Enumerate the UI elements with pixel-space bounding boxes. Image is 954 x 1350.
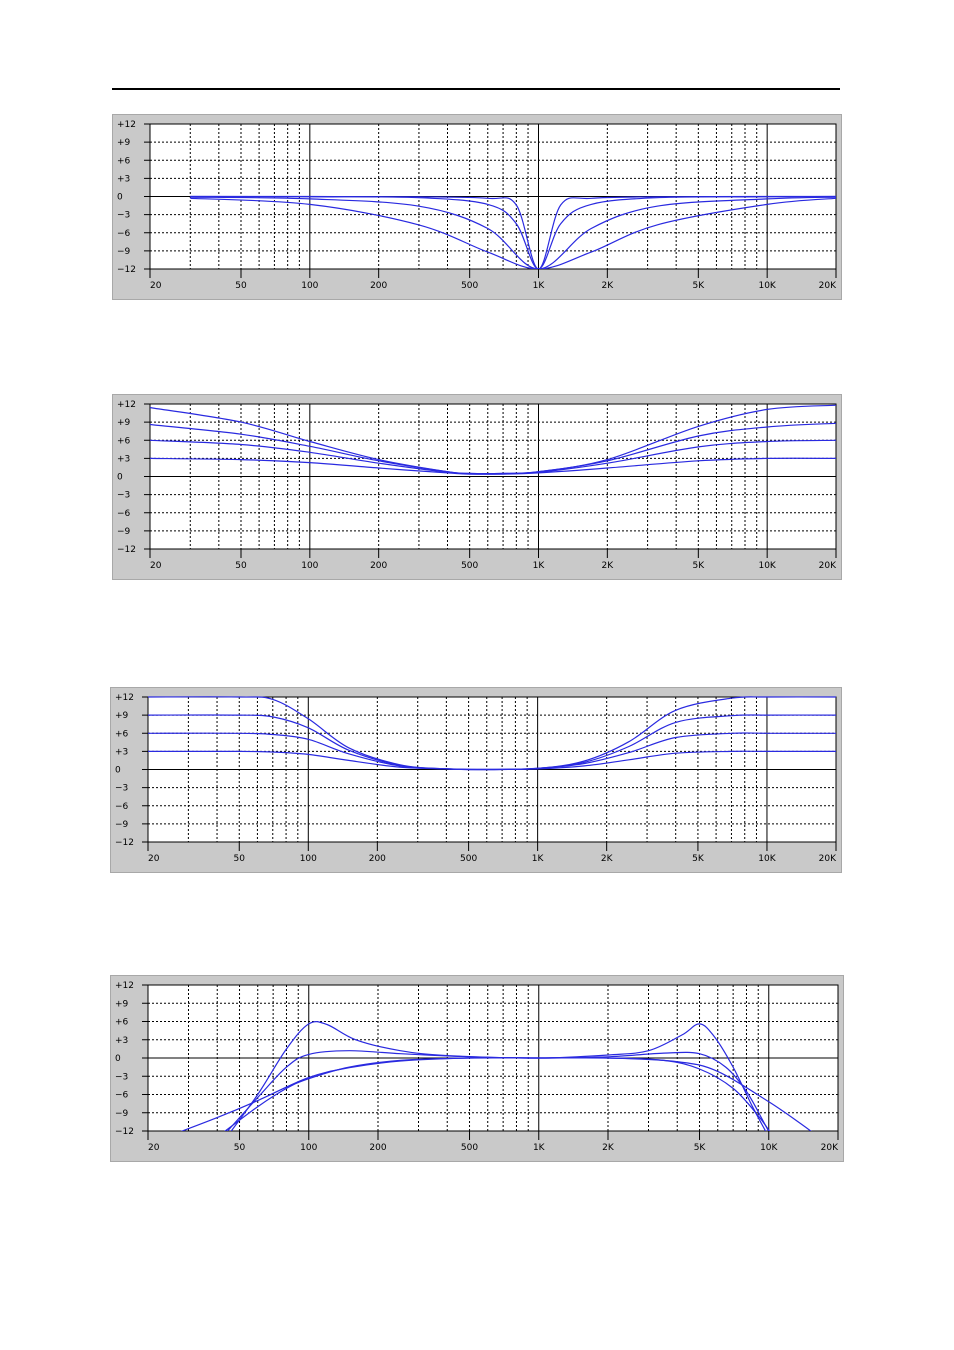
y-tick-label: +9 xyxy=(115,711,129,721)
x-tick-label: 2K xyxy=(602,561,615,571)
x-tick-label: 500 xyxy=(461,561,478,571)
y-tick-label: +9 xyxy=(117,418,131,428)
x-tick-label: 10K xyxy=(760,1143,778,1153)
response-curve-3 xyxy=(150,439,836,475)
x-tick-label: 20K xyxy=(819,854,837,864)
y-tick-label: +3 xyxy=(115,747,128,757)
x-tick-label: 5K xyxy=(694,1143,707,1153)
x-tick-label: 10K xyxy=(758,281,776,291)
y-tick-label: −12 xyxy=(117,265,136,275)
header-rule xyxy=(112,88,840,90)
x-tick-label: 100 xyxy=(301,281,318,291)
y-tick-label: +12 xyxy=(117,120,136,130)
y-tick-label: −3 xyxy=(115,784,128,794)
y-tick-label: +12 xyxy=(115,981,134,991)
chart-svg: +12 +9 +6 +3 0 −3 −6 −9 −12 20 50 100 200 500 1K 2K 5K 10… xyxy=(117,400,837,571)
x-tick-label: 20K xyxy=(819,561,837,571)
x-tick-label: 100 xyxy=(300,854,317,864)
x-tick-label: 2K xyxy=(602,281,615,291)
y-tick-label: −6 xyxy=(117,229,131,239)
x-tick-label: 2K xyxy=(601,854,614,864)
y-tick-label: 0 xyxy=(117,473,123,483)
chart-svg: +12 +9 +6 +3 0 −3 −6 −9 −12 20 50 100 200 500 1K 2K 5K 10… xyxy=(115,693,837,864)
x-tick-label: 1K xyxy=(533,561,546,571)
response-curve-4 xyxy=(180,1057,812,1131)
response-curve-4 xyxy=(150,457,836,475)
eq-chart-3: +12 +9 +6 +3 0 −3 −6 −9 −12 20 50 100 200 500 1K 2K 5K 10… xyxy=(110,687,842,873)
y-tick-label: 0 xyxy=(117,193,123,203)
x-tick-label: 20 xyxy=(148,854,160,864)
x-tick-label: 50 xyxy=(234,854,246,864)
x-tick-label: 100 xyxy=(300,1143,317,1153)
x-tick-label: 20 xyxy=(150,561,162,571)
x-tick-label: 200 xyxy=(370,561,387,571)
x-tick-label: 500 xyxy=(461,281,478,291)
response-curve-4 xyxy=(190,195,836,269)
y-tick-label: −6 xyxy=(115,802,129,812)
y-tick-label: +12 xyxy=(115,693,134,703)
chart-svg: +12 +9 +6 +3 0 −3 −6 −9 −12 20 50 100 200 500 1K 2K 5K 10… xyxy=(117,120,837,291)
y-tick-label: −12 xyxy=(117,545,136,555)
y-tick-label: −9 xyxy=(115,820,129,830)
eq-chart-1: +12 +9 +6 +3 0 −3 −6 −9 −12 20 50 100 200 500 1K 2K 5K 10… xyxy=(112,114,842,300)
eq-chart-4: +12 +9 +6 +3 0 −3 −6 −9 −12 20 50 100 200 500 1K 2K 5K 10… xyxy=(110,975,844,1162)
eq-chart-2: +12 +9 +6 +3 0 −3 −6 −9 −12 20 50 100 200 500 1K 2K 5K 10… xyxy=(112,394,842,580)
x-tick-label: 20K xyxy=(819,281,837,291)
x-tick-label: 5K xyxy=(693,561,706,571)
x-tick-label: 200 xyxy=(369,1143,386,1153)
y-tick-label: +3 xyxy=(117,174,130,184)
y-tick-label: +12 xyxy=(117,400,136,410)
y-tick-label: +6 xyxy=(115,729,129,739)
x-tick-label: 5K xyxy=(693,281,706,291)
x-tick-label: 20K xyxy=(821,1143,839,1153)
x-tick-label: 50 xyxy=(235,561,247,571)
y-tick-label: −3 xyxy=(117,211,130,221)
x-tick-label: 50 xyxy=(235,281,247,291)
y-tick-label: −3 xyxy=(117,491,130,501)
y-tick-label: +6 xyxy=(117,156,131,166)
x-tick-label: 2K xyxy=(602,1143,615,1153)
y-tick-label: −6 xyxy=(115,1091,129,1101)
y-tick-label: 0 xyxy=(115,1054,121,1064)
x-tick-label: 20 xyxy=(148,1143,160,1153)
x-tick-label: 200 xyxy=(370,281,387,291)
y-tick-label: −9 xyxy=(117,247,131,257)
x-tick-label: 20 xyxy=(150,281,162,291)
x-tick-label: 10K xyxy=(758,561,776,571)
y-tick-label: −3 xyxy=(115,1072,128,1082)
y-tick-label: −6 xyxy=(117,509,131,519)
y-tick-label: +6 xyxy=(115,1018,129,1028)
y-tick-label: +9 xyxy=(117,138,131,148)
y-tick-label: +3 xyxy=(115,1036,128,1046)
y-tick-label: +6 xyxy=(117,436,131,446)
y-tick-label: −9 xyxy=(117,527,131,537)
response-curve-4 xyxy=(148,750,836,771)
x-tick-label: 500 xyxy=(460,854,477,864)
y-tick-label: −9 xyxy=(115,1109,129,1119)
x-tick-label: 5K xyxy=(692,854,705,864)
x-tick-label: 200 xyxy=(369,854,386,864)
y-tick-label: +9 xyxy=(115,999,129,1009)
x-tick-label: 10K xyxy=(758,854,776,864)
x-tick-label: 1K xyxy=(533,1143,546,1153)
x-tick-label: 1K xyxy=(533,281,546,291)
y-tick-label: −12 xyxy=(115,1127,134,1137)
y-tick-label: −12 xyxy=(115,838,134,848)
y-tick-label: +3 xyxy=(117,454,130,464)
y-tick-label: 0 xyxy=(115,766,121,776)
chart-svg: +12 +9 +6 +3 0 −3 −6 −9 −12 20 50 100 200 500 1K 2K 5K 10… xyxy=(115,981,839,1153)
x-tick-label: 500 xyxy=(461,1143,478,1153)
x-tick-label: 100 xyxy=(301,561,318,571)
x-tick-label: 50 xyxy=(234,1143,246,1153)
x-tick-label: 1K xyxy=(532,854,545,864)
